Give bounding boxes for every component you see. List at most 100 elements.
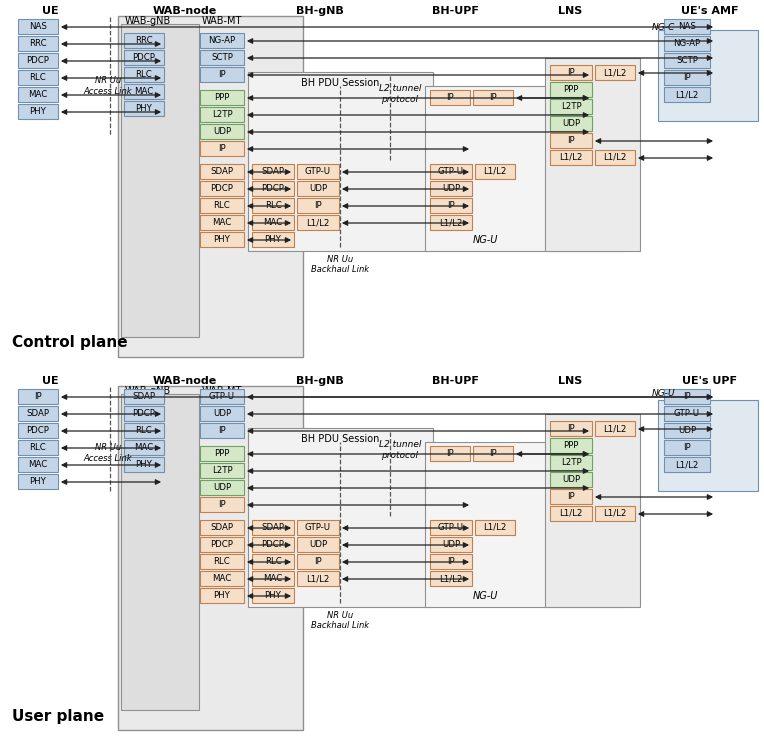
Text: WAB-gNB: WAB-gNB bbox=[125, 386, 171, 396]
FancyBboxPatch shape bbox=[200, 141, 244, 156]
Text: MAC: MAC bbox=[28, 90, 47, 99]
FancyBboxPatch shape bbox=[297, 571, 339, 586]
Text: SDAP: SDAP bbox=[261, 523, 284, 532]
FancyBboxPatch shape bbox=[664, 70, 710, 85]
Text: GTP-U: GTP-U bbox=[305, 167, 331, 176]
Bar bbox=[118, 386, 303, 730]
FancyBboxPatch shape bbox=[200, 406, 244, 421]
Text: L2TP: L2TP bbox=[561, 102, 581, 111]
Text: NG-C: NG-C bbox=[652, 22, 675, 32]
Text: L1/L2: L1/L2 bbox=[439, 218, 463, 227]
FancyBboxPatch shape bbox=[124, 33, 164, 48]
FancyBboxPatch shape bbox=[252, 554, 294, 569]
FancyBboxPatch shape bbox=[18, 406, 58, 421]
FancyBboxPatch shape bbox=[18, 104, 58, 119]
Text: PDCP: PDCP bbox=[261, 540, 284, 549]
Text: MAC: MAC bbox=[134, 87, 154, 96]
FancyBboxPatch shape bbox=[18, 87, 58, 102]
FancyBboxPatch shape bbox=[550, 99, 592, 114]
FancyBboxPatch shape bbox=[550, 421, 592, 436]
FancyBboxPatch shape bbox=[124, 440, 164, 455]
FancyBboxPatch shape bbox=[550, 489, 592, 504]
FancyBboxPatch shape bbox=[550, 116, 592, 131]
Text: WAB-MT: WAB-MT bbox=[202, 386, 242, 396]
Text: MAC: MAC bbox=[212, 574, 231, 583]
FancyBboxPatch shape bbox=[200, 520, 244, 535]
FancyBboxPatch shape bbox=[297, 537, 339, 552]
Text: NR Uu
Access Link: NR Uu Access Link bbox=[84, 76, 132, 95]
FancyBboxPatch shape bbox=[252, 232, 294, 247]
Text: LNS: LNS bbox=[558, 6, 582, 16]
FancyBboxPatch shape bbox=[664, 457, 710, 472]
Text: IP: IP bbox=[446, 93, 454, 102]
Text: PDCP: PDCP bbox=[211, 540, 234, 549]
FancyBboxPatch shape bbox=[252, 181, 294, 196]
Text: NG-AP: NG-AP bbox=[209, 36, 235, 45]
Text: IP: IP bbox=[567, 424, 575, 433]
Text: NG-U: NG-U bbox=[472, 235, 497, 245]
Text: PHY: PHY bbox=[264, 591, 281, 600]
FancyBboxPatch shape bbox=[252, 571, 294, 586]
Text: GTP-U: GTP-U bbox=[209, 392, 235, 401]
Text: UDP: UDP bbox=[309, 540, 327, 549]
Text: GTP-U: GTP-U bbox=[674, 409, 700, 418]
Text: UDP: UDP bbox=[309, 184, 327, 193]
Text: IP: IP bbox=[683, 443, 691, 452]
FancyBboxPatch shape bbox=[473, 90, 513, 105]
Text: IP: IP bbox=[446, 449, 454, 458]
Text: UDP: UDP bbox=[213, 483, 231, 492]
FancyBboxPatch shape bbox=[664, 53, 710, 68]
Text: RLC: RLC bbox=[30, 73, 47, 82]
Text: MAC: MAC bbox=[134, 443, 154, 452]
FancyBboxPatch shape bbox=[200, 90, 244, 105]
FancyBboxPatch shape bbox=[252, 215, 294, 230]
Text: Control plane: Control plane bbox=[12, 335, 128, 351]
Text: IP: IP bbox=[683, 73, 691, 82]
Text: WAB-node: WAB-node bbox=[153, 6, 217, 16]
FancyBboxPatch shape bbox=[430, 554, 472, 569]
Bar bbox=[121, 394, 199, 710]
Text: L1/L2: L1/L2 bbox=[559, 153, 583, 162]
FancyBboxPatch shape bbox=[200, 571, 244, 586]
Text: L1/L2: L1/L2 bbox=[604, 424, 626, 433]
FancyBboxPatch shape bbox=[124, 423, 164, 438]
FancyBboxPatch shape bbox=[430, 164, 472, 179]
FancyBboxPatch shape bbox=[430, 520, 472, 535]
Text: MAC: MAC bbox=[264, 574, 283, 583]
Text: L1/L2: L1/L2 bbox=[484, 523, 507, 532]
Text: L1/L2: L1/L2 bbox=[675, 460, 699, 469]
Text: SDAP: SDAP bbox=[132, 392, 156, 401]
FancyBboxPatch shape bbox=[550, 133, 592, 148]
FancyBboxPatch shape bbox=[664, 406, 710, 421]
Text: IP: IP bbox=[567, 136, 575, 145]
FancyBboxPatch shape bbox=[124, 50, 164, 65]
Bar bbox=[658, 400, 758, 491]
Text: SDAP: SDAP bbox=[211, 167, 234, 176]
FancyBboxPatch shape bbox=[18, 19, 58, 34]
Text: UDP: UDP bbox=[442, 540, 460, 549]
Text: GTP-U: GTP-U bbox=[438, 167, 464, 176]
Text: BH PDU Session: BH PDU Session bbox=[301, 434, 380, 444]
FancyBboxPatch shape bbox=[297, 520, 339, 535]
FancyBboxPatch shape bbox=[18, 474, 58, 489]
FancyBboxPatch shape bbox=[664, 87, 710, 102]
FancyBboxPatch shape bbox=[550, 150, 592, 165]
Text: RLC: RLC bbox=[136, 70, 152, 79]
Text: SDAP: SDAP bbox=[261, 167, 284, 176]
Bar bbox=[121, 24, 199, 337]
FancyBboxPatch shape bbox=[430, 537, 472, 552]
FancyBboxPatch shape bbox=[18, 457, 58, 472]
Text: BH-gNB: BH-gNB bbox=[296, 6, 344, 16]
Text: L2TP: L2TP bbox=[561, 458, 581, 467]
Text: IP: IP bbox=[314, 557, 322, 566]
FancyBboxPatch shape bbox=[595, 65, 635, 80]
FancyBboxPatch shape bbox=[595, 506, 635, 521]
Text: L2 tunnel
protocol: L2 tunnel protocol bbox=[379, 440, 421, 460]
FancyBboxPatch shape bbox=[297, 181, 339, 196]
FancyBboxPatch shape bbox=[124, 389, 164, 404]
Text: IP: IP bbox=[219, 144, 226, 153]
Text: L1/L2: L1/L2 bbox=[306, 574, 330, 583]
FancyBboxPatch shape bbox=[124, 84, 164, 99]
Text: IP: IP bbox=[447, 201, 455, 210]
Text: LNS: LNS bbox=[558, 376, 582, 386]
